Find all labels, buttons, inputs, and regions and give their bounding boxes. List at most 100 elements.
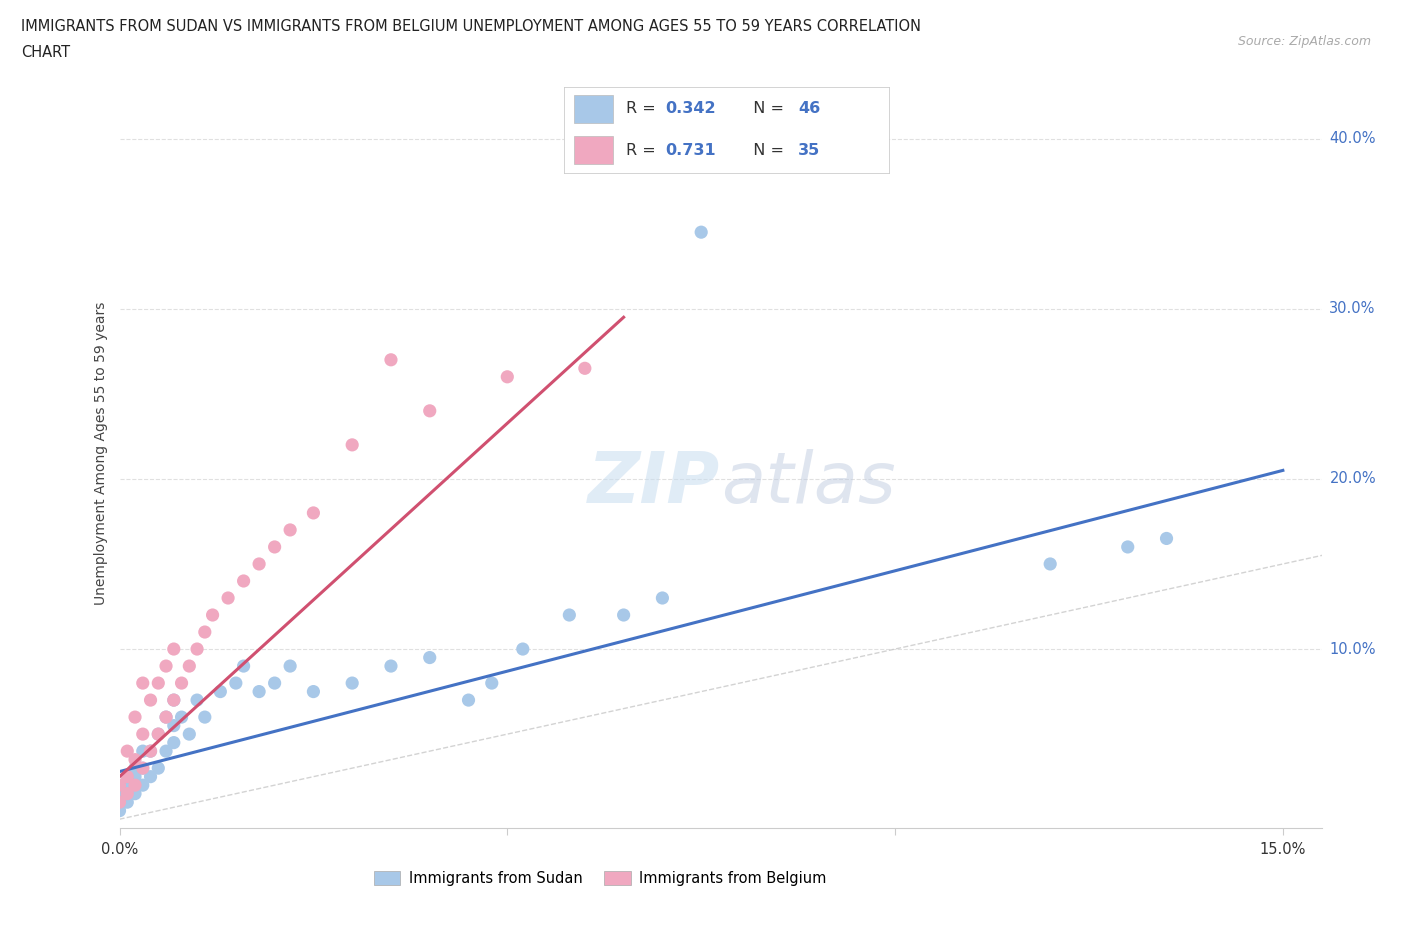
Legend: Immigrants from Sudan, Immigrants from Belgium: Immigrants from Sudan, Immigrants from B… <box>368 865 832 892</box>
Point <box>163 718 186 733</box>
Point <box>108 786 131 801</box>
Text: 40.0%: 40.0% <box>1330 131 1376 146</box>
Point <box>155 658 177 673</box>
FancyBboxPatch shape <box>574 95 613 123</box>
Point <box>1039 556 1062 571</box>
Text: 46: 46 <box>799 101 820 116</box>
Text: 0.731: 0.731 <box>665 142 716 158</box>
Text: CHART: CHART <box>21 45 70 60</box>
Point <box>380 352 402 367</box>
Point <box>512 642 534 657</box>
Point <box>574 361 596 376</box>
Point <box>302 684 325 699</box>
Text: 35: 35 <box>799 142 820 158</box>
Point <box>302 506 325 521</box>
Point <box>170 675 193 690</box>
Point <box>132 761 155 776</box>
Point <box>124 752 146 767</box>
Point <box>232 574 254 589</box>
Point <box>186 693 208 708</box>
Text: R =: R = <box>626 101 661 116</box>
Point <box>124 710 146 724</box>
Point <box>419 404 441 418</box>
Point <box>132 675 155 690</box>
Point <box>132 744 155 759</box>
Point <box>209 684 232 699</box>
Point <box>139 693 162 708</box>
Point <box>232 658 254 673</box>
Point <box>117 777 139 792</box>
Point <box>263 675 285 690</box>
Point <box>263 539 285 554</box>
Point <box>124 761 146 776</box>
Point <box>148 726 170 741</box>
Point <box>132 726 155 741</box>
Text: N =: N = <box>742 101 789 116</box>
Point <box>247 684 270 699</box>
Point <box>124 777 146 792</box>
Text: 0.342: 0.342 <box>665 101 716 116</box>
Point <box>124 769 146 784</box>
Point <box>117 786 139 801</box>
Point <box>139 744 162 759</box>
Point <box>117 769 139 784</box>
Point <box>117 786 139 801</box>
Point <box>380 658 402 673</box>
Point <box>108 795 131 810</box>
Point <box>340 437 363 452</box>
Point <box>201 607 224 622</box>
Point <box>194 625 217 640</box>
Point <box>148 726 170 741</box>
Text: atlas: atlas <box>720 449 896 518</box>
Point <box>613 607 636 622</box>
Point <box>139 769 162 784</box>
Point <box>139 744 162 759</box>
Point <box>690 225 713 240</box>
Point <box>117 769 139 784</box>
Point <box>148 761 170 776</box>
Point <box>340 675 363 690</box>
Text: ZIP: ZIP <box>588 449 720 518</box>
Point <box>419 650 441 665</box>
Point <box>117 744 139 759</box>
Point <box>1156 531 1178 546</box>
Point <box>148 675 170 690</box>
Point <box>108 798 131 813</box>
Text: N =: N = <box>742 142 789 158</box>
Point <box>651 591 673 605</box>
Text: R =: R = <box>626 142 661 158</box>
Text: 30.0%: 30.0% <box>1330 301 1375 316</box>
Point <box>163 693 186 708</box>
Point <box>186 642 208 657</box>
Text: 10.0%: 10.0% <box>1330 642 1376 657</box>
Text: 20.0%: 20.0% <box>1330 472 1376 486</box>
Point <box>124 786 146 801</box>
Point <box>278 523 301 538</box>
Point <box>163 642 186 657</box>
Point <box>225 675 247 690</box>
Point <box>170 710 193 724</box>
Point <box>247 556 270 571</box>
Text: IMMIGRANTS FROM SUDAN VS IMMIGRANTS FROM BELGIUM UNEMPLOYMENT AMONG AGES 55 TO 5: IMMIGRANTS FROM SUDAN VS IMMIGRANTS FROM… <box>21 19 921 33</box>
Point <box>1116 539 1139 554</box>
Y-axis label: Unemployment Among Ages 55 to 59 years: Unemployment Among Ages 55 to 59 years <box>94 301 108 605</box>
Point <box>457 693 479 708</box>
Point <box>155 710 177 724</box>
FancyBboxPatch shape <box>574 137 613 164</box>
Point <box>217 591 239 605</box>
Point <box>194 710 217 724</box>
Point <box>481 675 503 690</box>
Point <box>117 795 139 810</box>
Point <box>108 804 131 818</box>
Point <box>163 736 186 751</box>
Point <box>496 369 519 384</box>
Point <box>132 761 155 776</box>
Point <box>179 658 201 673</box>
Point <box>179 726 201 741</box>
Point <box>155 710 177 724</box>
Point <box>558 607 581 622</box>
Text: Source: ZipAtlas.com: Source: ZipAtlas.com <box>1237 35 1371 48</box>
Point <box>132 777 155 792</box>
Point <box>278 658 301 673</box>
Point <box>108 777 131 792</box>
